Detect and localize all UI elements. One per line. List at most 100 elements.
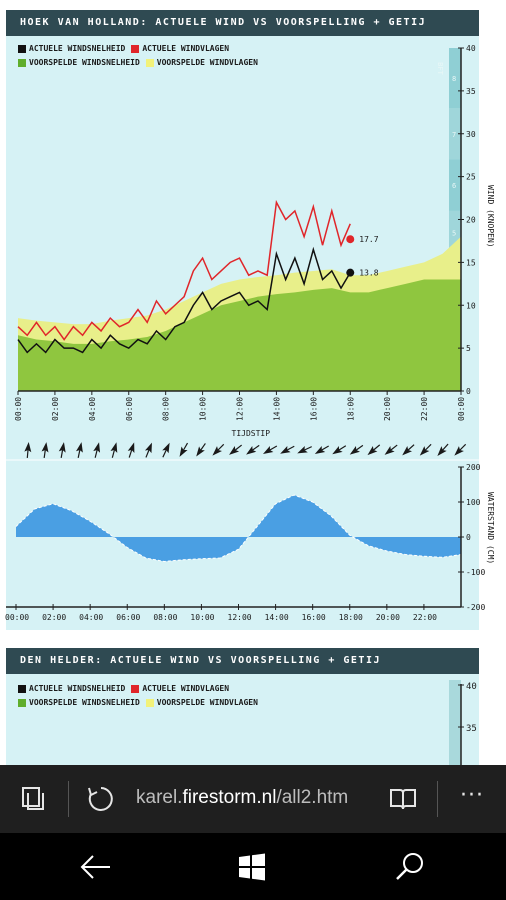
- tide-x-tick-label: 20:00: [376, 613, 400, 622]
- tide-x-tick-label: 12:00: [228, 613, 252, 622]
- tide-x-tick-label: 22:00: [413, 613, 437, 622]
- tide-y-tick-label: -100: [466, 568, 485, 577]
- wind-direction-arrow: [93, 442, 101, 458]
- wind-direction-arrow: [127, 442, 135, 458]
- wind-direction-arrow: [367, 444, 381, 456]
- tide-y-axis-label: WATERSTAND (CM): [486, 492, 495, 564]
- wind-direction-arrow: [297, 445, 312, 454]
- url-domain: firestorm.nl: [182, 787, 277, 808]
- arrow-shaft: [217, 443, 225, 451]
- wind-direction-arrow: [262, 445, 278, 454]
- arrow-shaft: [111, 449, 115, 458]
- arrow-shaft: [338, 445, 347, 451]
- legend-actual-gust: ACTUELE WINDVLAGEN: [131, 684, 229, 693]
- wind-direction-arrow: [402, 444, 415, 456]
- x-tick-label: 20:00: [383, 397, 392, 421]
- tide-x-tick-label: 04:00: [79, 613, 103, 622]
- arrow-shaft: [355, 444, 364, 451]
- bft-label: 8: [452, 75, 456, 83]
- legend-row-1: ACTUELE WINDSNELHEID ACTUELE WINDVLAGEN: [18, 684, 235, 693]
- arrow-shaft: [304, 446, 312, 451]
- bft-column: [449, 680, 461, 765]
- x-tick-label: 14:00: [272, 397, 281, 421]
- wind-direction-arrow: [144, 442, 152, 458]
- search-icon[interactable]: [394, 851, 426, 883]
- y-tick-label: 35: [466, 724, 477, 734]
- legend-forecast-gust: VOORSPELDE WINDVLAGEN: [145, 698, 258, 707]
- arrow-head: [196, 446, 205, 457]
- arrow-shaft: [60, 449, 64, 458]
- tabs-icon[interactable]: [20, 785, 48, 813]
- y-tick-label: 10: [466, 301, 476, 310]
- legend-actual-gust: ACTUELE WINDVLAGEN: [131, 44, 229, 53]
- wind-direction-arrow: [76, 442, 83, 458]
- back-arrow-icon[interactable]: [80, 853, 112, 881]
- arrow-head: [280, 445, 291, 454]
- x-tick-label: 00:00: [14, 397, 23, 421]
- actual-gust-line: [17, 199, 351, 341]
- y-tick-label: 20: [466, 216, 476, 225]
- x-tick-label: 08:00: [162, 397, 171, 421]
- tide-area: [16, 495, 461, 562]
- arrow-head: [24, 442, 32, 453]
- x-tick-label: 22:00: [420, 397, 429, 421]
- bft-title: BFT: [436, 62, 444, 75]
- tide-line: [15, 494, 462, 563]
- arrow-shaft: [390, 444, 398, 451]
- y-tick-label: 0: [466, 387, 471, 396]
- panel-title: HOEK VAN HOLLAND: ACTUELE WIND VS VOORSP…: [6, 10, 479, 36]
- latest-gust-label: 17.7: [359, 235, 378, 244]
- arrow-head: [297, 445, 308, 454]
- arrow-head: [437, 446, 447, 456]
- arrow-shaft: [269, 445, 278, 451]
- wind-direction-arrow: [179, 442, 189, 457]
- wind-direction-arrow: [229, 444, 243, 455]
- arrow-head: [262, 445, 274, 454]
- panel2-axis: 40 35: [449, 680, 477, 765]
- wind-direction-arrow: [212, 443, 225, 456]
- latest-speed-dot: [346, 268, 355, 277]
- arrow-shaft: [162, 449, 167, 458]
- tide-y-tick-label: 200: [466, 463, 481, 472]
- legend-forecast-speed: VOORSPELDE WINDSNELHEID: [18, 58, 140, 67]
- bft-label: 5: [452, 229, 456, 237]
- arrow-shaft: [94, 449, 98, 458]
- x-tick-label: 04:00: [88, 397, 97, 421]
- y-tick-label: 5: [466, 344, 471, 353]
- tide-x-tick-label: 14:00: [265, 613, 289, 622]
- wind-direction-arrow: [246, 444, 260, 455]
- legend-row-2: VOORSPELDE WINDSNELHEID VOORSPELDE WINDV…: [18, 698, 264, 707]
- browser-toolbar: karel.firestorm.nl/all2.htm ···: [0, 765, 506, 833]
- tide-x-tick-label: 00:00: [5, 613, 29, 622]
- y-axis-label: WIND (KNOPEN): [486, 185, 495, 248]
- arrow-shaft: [321, 445, 329, 451]
- panel-title: DEN HELDER: ACTUELE WIND VS VOORSPELLING…: [6, 648, 479, 674]
- y-tick-label: 15: [466, 258, 476, 267]
- wind-direction-arrow: [58, 442, 66, 458]
- arrow-shaft: [77, 449, 81, 458]
- wind-direction-arrow: [280, 445, 295, 454]
- arrow-head: [402, 446, 412, 456]
- arrow-head: [162, 442, 170, 454]
- reading-view-icon[interactable]: [388, 785, 418, 813]
- legend-forecast-gust: VOORSPELDE WINDVLAGEN: [145, 58, 258, 67]
- y-tick-label: 40: [466, 44, 476, 53]
- more-icon[interactable]: ···: [460, 783, 484, 808]
- actual-speed-line: [17, 246, 351, 354]
- wind-chart: 12345678BFT17.713.80510152025303540WIND …: [5, 44, 495, 622]
- address-bar[interactable]: karel.firestorm.nl/all2.htm: [136, 787, 372, 809]
- arrow-head: [41, 442, 49, 453]
- refresh-icon[interactable]: [86, 784, 116, 814]
- system-nav-bar: [0, 833, 506, 900]
- x-tick-label: 18:00: [346, 397, 355, 421]
- wind-direction-arrow: [419, 443, 432, 456]
- y-tick-label: 35: [466, 87, 476, 96]
- y-tick-label: 25: [466, 173, 476, 182]
- arrow-shaft: [145, 449, 150, 458]
- x-tick-label: 06:00: [125, 397, 134, 421]
- x-tick-label: 00:00: [457, 397, 466, 421]
- arrow-head: [454, 446, 464, 456]
- x-axis-label: TIJDSTIP: [232, 429, 271, 438]
- arrow-head: [332, 445, 343, 455]
- windows-logo-icon[interactable]: [238, 853, 266, 881]
